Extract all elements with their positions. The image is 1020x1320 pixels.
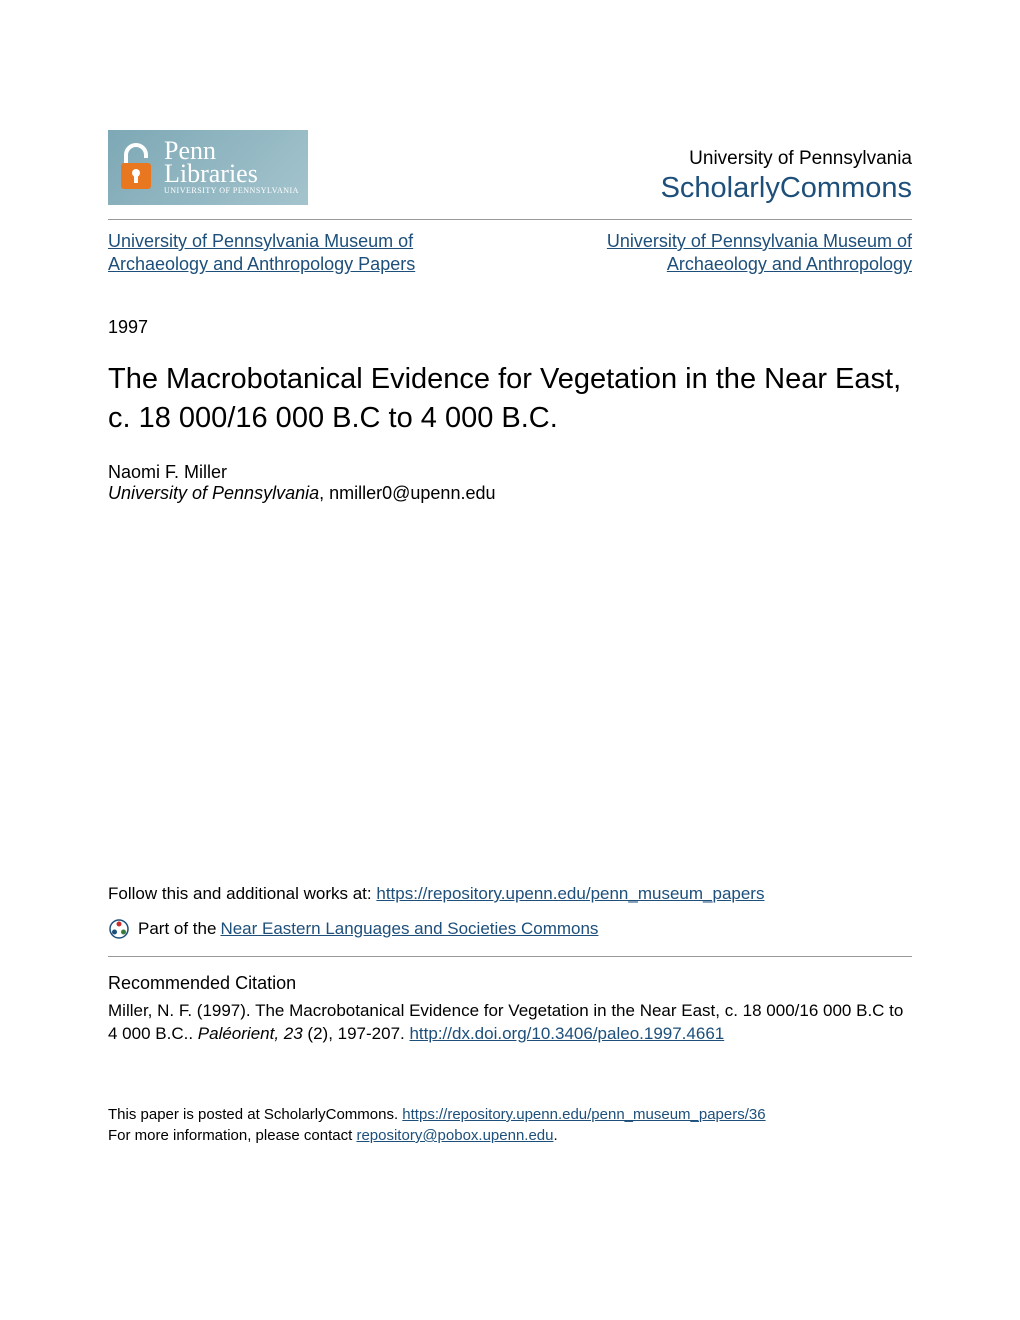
nav-left-line1: University of Pennsylvania Museum of — [108, 231, 413, 251]
network-icon — [108, 918, 130, 940]
follow-works-line: Follow this and additional works at: htt… — [108, 884, 912, 904]
open-access-lock-icon — [116, 140, 156, 195]
paper-repo-link[interactable]: https://repository.upenn.edu/penn_museum… — [402, 1106, 765, 1123]
follow-prefix: Follow this and additional works at: — [108, 884, 376, 903]
footer-line1: This paper is posted at ScholarlyCommons… — [108, 1104, 912, 1125]
repository-link[interactable]: https://repository.upenn.edu/penn_museum… — [376, 884, 764, 903]
affiliation-text: University of Pennsylvania — [108, 483, 319, 503]
citation-heading: Recommended Citation — [108, 973, 912, 994]
nav-right-line1: University of Pennsylvania Museum of — [607, 231, 912, 251]
commons-link[interactable]: Near Eastern Languages and Societies Com… — [220, 919, 598, 939]
footer-section: This paper is posted at ScholarlyCommons… — [108, 1104, 912, 1146]
doi-link[interactable]: http://dx.doi.org/10.3406/paleo.1997.466… — [409, 1024, 724, 1043]
publication-year: 1997 — [108, 317, 912, 338]
footer-line2-suffix: . — [553, 1127, 557, 1144]
citation-issue: (2), 197-207. — [303, 1024, 410, 1043]
citation-journal: Paléorient, 23 — [198, 1024, 303, 1043]
part-of-prefix: Part of the — [138, 919, 216, 939]
breadcrumb-nav: University of Pennsylvania Museum of Arc… — [108, 220, 912, 289]
collection-papers-link[interactable]: University of Pennsylvania Museum of Arc… — [108, 230, 415, 277]
nav-right-line2: Archaeology and Anthropology — [667, 254, 912, 274]
logo-text: Penn Libraries UNIVERSITY of PENNSYLVANI… — [164, 140, 299, 194]
logo-university: UNIVERSITY of PENNSYLVANIA — [164, 186, 299, 195]
author-name: Naomi F. Miller — [108, 462, 912, 483]
footer-line2-prefix: For more information, please contact — [108, 1127, 356, 1144]
university-name: University of Pennsylvania — [661, 148, 912, 170]
footer-line2: For more information, please contact rep… — [108, 1125, 912, 1146]
middle-section: Follow this and additional works at: htt… — [108, 884, 912, 1146]
part-of-row: Part of the Near Eastern Languages and S… — [108, 918, 912, 940]
scholarlycommons-link[interactable]: ScholarlyCommons — [661, 172, 912, 204]
footer-line1-prefix: This paper is posted at ScholarlyCommons… — [108, 1106, 402, 1123]
header-right: University of Pennsylvania ScholarlyComm… — [661, 148, 912, 205]
penn-libraries-logo[interactable]: Penn Libraries UNIVERSITY of PENNSYLVANI… — [108, 130, 308, 205]
paper-title: The Macrobotanical Evidence for Vegetati… — [108, 360, 912, 438]
header-row: Penn Libraries UNIVERSITY of PENNSYLVANI… — [108, 130, 912, 205]
nav-left-line2: Archaeology and Anthropology Papers — [108, 254, 415, 274]
collection-museum-link[interactable]: University of Pennsylvania Museum of Arc… — [607, 230, 912, 277]
author-email: , nmiller0@upenn.edu — [319, 483, 495, 503]
author-affiliation: University of Pennsylvania, nmiller0@upe… — [108, 483, 912, 504]
divider-middle — [108, 956, 912, 957]
citation-text: Miller, N. F. (1997). The Macrobotanical… — [108, 1000, 912, 1046]
contact-email-link[interactable]: repository@pobox.upenn.edu — [356, 1127, 553, 1144]
logo-libraries: Libraries — [164, 163, 299, 185]
